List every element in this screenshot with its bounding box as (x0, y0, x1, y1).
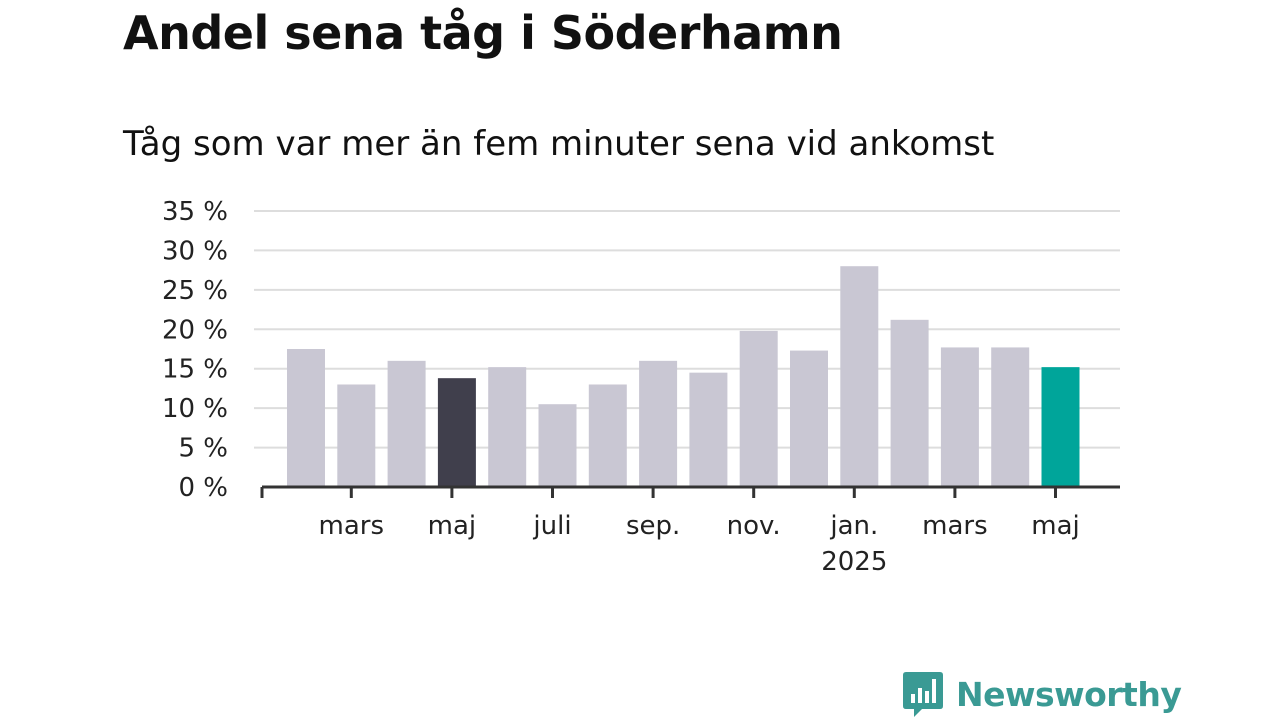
brand-logo: Newsworthy (902, 670, 1182, 718)
y-tick-label: 30 % (162, 236, 228, 266)
y-tick-label: 25 % (162, 276, 228, 306)
bar-2024-08 (588, 384, 627, 487)
bar-2024-04 (387, 360, 426, 487)
bar-2024-09 (639, 360, 678, 487)
bar-2025-03 (940, 347, 979, 487)
x-tick-sublabel: 2025 (821, 547, 887, 577)
y-tick-label: 20 % (162, 315, 228, 345)
bar-2025-01 (840, 266, 879, 487)
bar-2024-03 (337, 384, 376, 487)
bar-2025-05 (1041, 367, 1080, 487)
x-tick-label: sep. (626, 511, 680, 541)
y-axis-labels: 0 % 5 % 10 % 15 % 20 % 25 % 30 % 35 % (162, 197, 228, 503)
chart-subtitle: Tåg som var mer än fem minuter sena vid … (123, 124, 995, 164)
bar-2024-05 (437, 378, 476, 487)
brand-name: Newsworthy (956, 674, 1182, 714)
x-tick-label: maj (1031, 511, 1079, 541)
x-tick-label: mars (319, 511, 385, 541)
bar-2024-11 (739, 330, 778, 487)
y-tick-label: 10 % (162, 394, 228, 424)
x-tick-label: jan. (829, 511, 878, 541)
y-tick-label: 35 % (162, 197, 228, 227)
y-tick-label: 15 % (162, 355, 228, 385)
bar-2025-04 (991, 347, 1030, 487)
bar-2025-02 (890, 319, 929, 487)
chart-title: Andel sena tåg i Söderhamn (123, 6, 843, 60)
bar-2024-06 (488, 367, 527, 487)
y-tick-label: 5 % (178, 434, 228, 464)
x-axis (260, 485, 1120, 498)
bar-2024-07 (538, 404, 577, 487)
chat-bubble-chart-icon (903, 672, 943, 717)
x-axis-labels: mars maj juli sep. nov. jan. 2025 mars maj (319, 511, 1080, 577)
bars (287, 266, 1080, 487)
x-tick-label: mars (922, 511, 988, 541)
bar-2024-10 (689, 372, 728, 487)
grid-lines (254, 210, 1120, 449)
y-tick-label: 0 % (178, 473, 228, 503)
bar-2024-12 (790, 350, 828, 487)
x-tick-label: maj (428, 511, 476, 541)
x-tick-label: nov. (727, 511, 781, 541)
bar-2024-02 (287, 349, 325, 487)
x-tick-label: juli (532, 511, 571, 541)
